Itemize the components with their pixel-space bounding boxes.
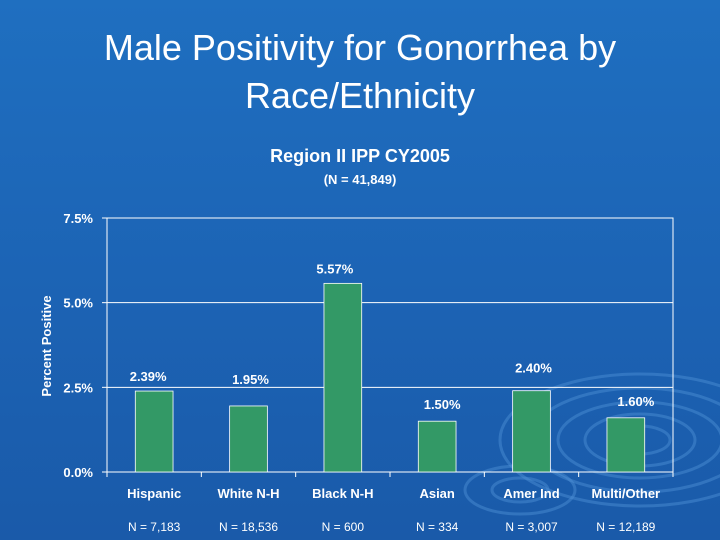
y-tick-label: 2.5% xyxy=(63,380,93,395)
slide-title: Male Positivity for Gonorrhea by Race/Et… xyxy=(40,24,680,120)
chart-subtitle: (N = 41,849) xyxy=(323,172,397,187)
bar-hispanic xyxy=(134,390,174,473)
data-label: 1.95% xyxy=(232,372,269,387)
x-tick-label: Amer Ind xyxy=(503,486,559,501)
data-label: 5.57% xyxy=(316,261,353,276)
slide-title-line2: Race/Ethnicity xyxy=(244,75,476,116)
sample-size-label: N = 18,536 xyxy=(219,520,278,534)
sample-size-label: N = 3,007 xyxy=(505,520,558,534)
x-tick-label: Black N-H xyxy=(312,486,373,501)
plot-frame xyxy=(106,217,674,473)
y-tick-label: 7.5% xyxy=(63,211,93,226)
slide-title-line1: Male Positivity for Gonorrhea by xyxy=(103,27,617,68)
data-label: 1.60% xyxy=(617,394,654,409)
y-axis-label: Percent Positive xyxy=(39,295,54,396)
sample-size-label: N = 600 xyxy=(322,520,365,534)
data-label: 1.50% xyxy=(424,397,461,412)
data-label: 2.40% xyxy=(515,361,552,376)
bar-white-n-h xyxy=(229,405,268,473)
x-tick-label: Asian xyxy=(419,486,454,501)
bar-asian xyxy=(417,420,457,473)
x-tick-label: White N-H xyxy=(217,486,279,501)
sample-size-label: N = 12,189 xyxy=(596,520,655,534)
sample-size-label: N = 7,183 xyxy=(128,520,181,534)
y-tick-label: 5.0% xyxy=(63,296,93,311)
bar-amer-ind xyxy=(512,390,551,473)
bar-black-n-h xyxy=(323,282,363,473)
sample-size-label: N = 334 xyxy=(416,520,459,534)
data-label: 2.39% xyxy=(130,369,167,384)
bar-multi-other xyxy=(606,417,646,473)
x-tick-label: Hispanic xyxy=(127,486,181,501)
y-tick-label: 0.0% xyxy=(63,465,93,480)
x-tick-label: Multi/Other xyxy=(592,486,661,501)
chart-title: Region II IPP CY2005 xyxy=(270,146,450,166)
